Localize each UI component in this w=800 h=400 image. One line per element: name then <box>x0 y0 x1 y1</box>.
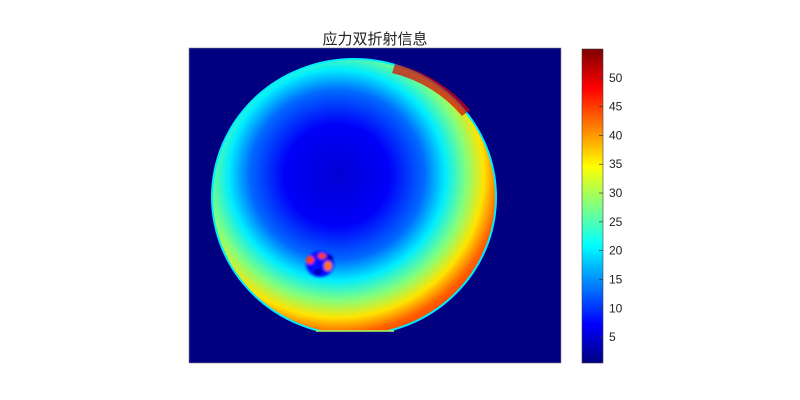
colorbar-tick-label: 35 <box>609 157 623 171</box>
defect-blob <box>324 261 332 271</box>
colorbar-tick-label: 50 <box>609 71 623 85</box>
colorbar-tick-label: 25 <box>609 215 623 229</box>
heatmap-disc <box>211 58 497 331</box>
colorbar-gradient <box>581 48 604 364</box>
defect-blob <box>306 256 314 264</box>
defect-blob <box>318 253 326 259</box>
plot-frame <box>188 47 562 364</box>
colorbar-tick-label: 30 <box>609 186 623 200</box>
colorbar-tick-label: 45 <box>609 100 623 114</box>
colorbar-tick-label: 15 <box>609 272 623 286</box>
chart-title: 应力双折射信息 <box>322 30 428 48</box>
colorbar: 5 10 15 20 25 30 35 40 45 50 <box>581 48 623 364</box>
colorbar-tick-label: 10 <box>609 301 623 315</box>
colorbar-tick-label: 5 <box>609 330 616 344</box>
colorbar-tick-label: 20 <box>609 244 623 258</box>
rim-hot-zone <box>392 64 470 116</box>
colorbar-tick-label: 40 <box>609 128 623 142</box>
defect-blob <box>314 269 322 275</box>
defect-spot <box>306 251 334 277</box>
defect-blob <box>327 255 333 261</box>
disc-body <box>213 60 495 331</box>
